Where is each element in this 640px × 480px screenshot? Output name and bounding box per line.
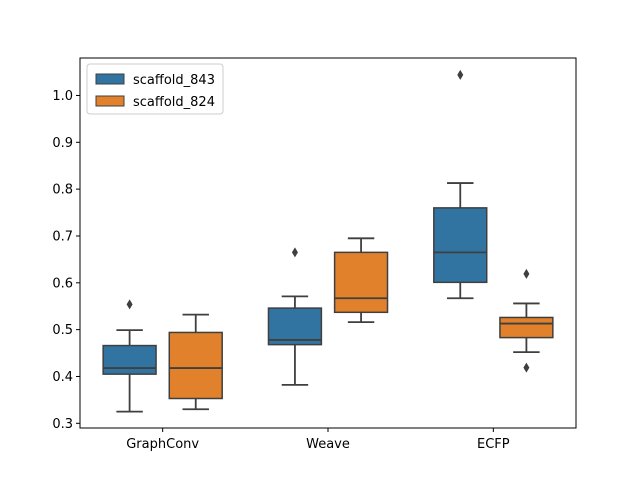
iqr-box [499,316,554,339]
y-tick-label: 0.6 [52,276,73,291]
legend-swatch-scaffold_843 [95,73,125,85]
box-scaffold_824-ECFP [499,268,554,373]
box-scaffold_824-GraphConv [168,313,223,411]
y-tick-label: 0.8 [52,183,73,198]
outlier-point [523,362,530,373]
legend: scaffold_843 scaffold_824 [86,63,224,115]
x-tick-label: Weave [306,437,350,452]
y-tick-label: 0.9 [52,136,73,151]
y-tick-label: 0.4 [52,370,73,385]
box-scaffold_843-Weave [267,247,323,386]
x-tick-label: GraphConv [126,437,199,452]
y-axis: 0.3 0.4 0.5 0.6 0.7 0.8 0.9 1.0 [52,89,80,432]
outlier-point [291,247,298,258]
plot-area [80,58,576,428]
outlier-point [457,69,464,80]
outlier-point [523,268,530,279]
box-scaffold_843-ECFP [433,69,488,300]
iqr-box [102,344,157,375]
iqr-box [267,307,323,346]
iqr-box [433,207,488,284]
legend-label: scaffold_843 [133,73,215,88]
legend-swatch-scaffold_824 [95,95,125,107]
plot-frame [79,57,577,429]
y-tick-label: 0.3 [52,417,73,432]
y-tick-label: 1.0 [52,89,73,104]
box-series [102,69,554,413]
y-tick-label: 0.7 [52,229,73,244]
iqr-box [168,331,223,400]
box-scaffold_824-Weave [333,237,389,324]
y-tick-label: 0.5 [52,323,73,338]
iqr-box [333,251,389,314]
legend-label: scaffold_824 [133,95,215,110]
outlier-point [126,299,133,310]
box-scaffold_843-GraphConv [102,299,157,413]
x-axis: GraphConv Weave ECFP [126,428,510,452]
x-tick-label: ECFP [477,437,510,452]
